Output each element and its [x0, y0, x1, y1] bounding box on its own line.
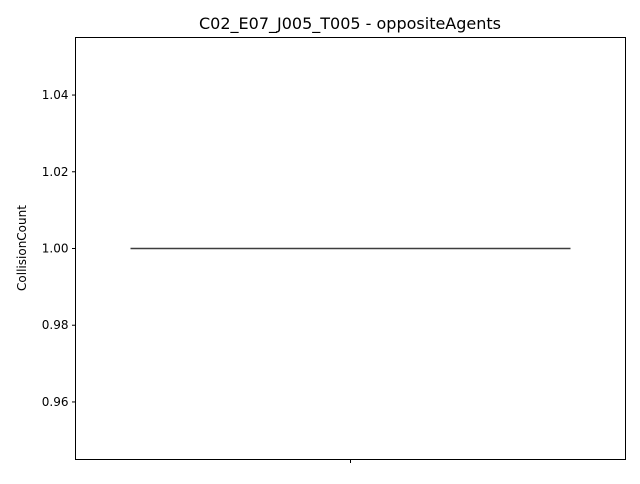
- y-tick-label: 0.96: [42, 395, 69, 409]
- y-tick-label: 1.02: [42, 165, 69, 179]
- y-tick-label: 0.98: [42, 318, 69, 332]
- y-axis-ticks: 0.96 0.98 1.00 1.02 1.04: [42, 88, 76, 409]
- y-tick-label: 1.00: [42, 242, 69, 256]
- y-tick-label: 1.04: [42, 88, 69, 102]
- chart-title: C02_E07_J005_T005 - oppositeAgents: [199, 14, 501, 34]
- y-axis-label: CollisionCount: [15, 205, 29, 291]
